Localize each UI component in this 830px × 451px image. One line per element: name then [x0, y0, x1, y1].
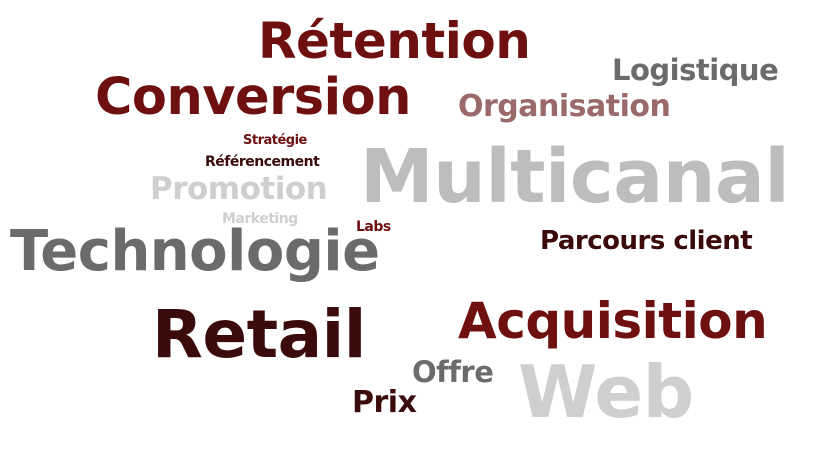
- word-promotion: Promotion: [150, 171, 328, 207]
- word-referencement: Référencement: [205, 154, 320, 170]
- word-prix: Prix: [352, 385, 417, 420]
- word-conversion: Conversion: [95, 68, 411, 127]
- word-multicanal: Multicanal: [360, 134, 790, 220]
- word-labs: Labs: [356, 219, 391, 235]
- word-retention: Rétention: [258, 12, 531, 70]
- word-web: Web: [518, 350, 694, 434]
- word-offre: Offre: [412, 355, 494, 389]
- word-technologie: Technologie: [10, 219, 380, 284]
- word-organisation: Organisation: [458, 89, 671, 124]
- word-acquisition: Acquisition: [458, 292, 768, 350]
- word-marketing: Marketing: [222, 211, 298, 227]
- word-logistique: Logistique: [612, 53, 779, 87]
- word-parcours-client: Parcours client: [540, 226, 753, 256]
- word-retail: Retail: [152, 296, 366, 373]
- word-strategie: Stratégie: [243, 133, 307, 148]
